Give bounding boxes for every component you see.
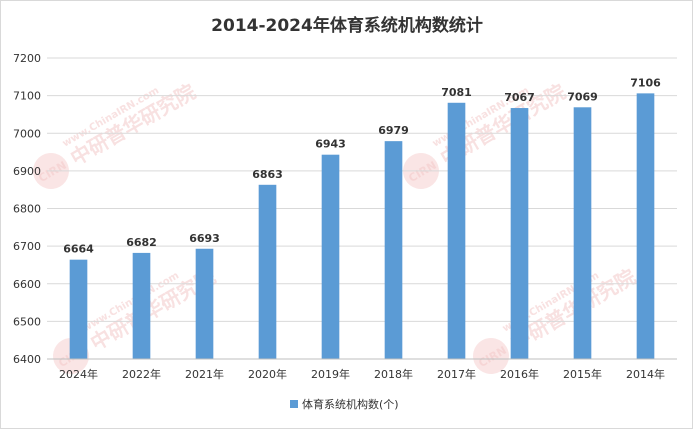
x-tick-label: 2020年 [248, 367, 287, 381]
bar [573, 107, 592, 359]
data-label: 7081 [441, 86, 472, 99]
data-label: 6979 [378, 124, 409, 137]
bar [321, 154, 340, 359]
bar [132, 252, 151, 359]
y-tick-label: 7100 [13, 90, 41, 103]
x-tick-label: 2019年 [311, 367, 350, 381]
legend: 体育系统机构数(个) [290, 397, 399, 411]
gridlines [47, 57, 677, 360]
bar [69, 259, 88, 359]
x-tick-label: 2021年 [185, 367, 224, 381]
y-axis: 6400 6500 6600 6700 6800 6900 7000 7100 7200 [13, 52, 41, 366]
bars [69, 93, 655, 360]
data-label: 7106 [630, 76, 661, 89]
y-tick-label: 7200 [13, 52, 41, 65]
data-label: 6863 [252, 168, 283, 181]
data-label: 7067 [504, 91, 535, 104]
x-axis: 2024年 2022年 2021年 2020年 2019年 2018年 2017年 2016年… [47, 358, 677, 381]
y-tick-label: 7000 [13, 127, 41, 140]
x-tick-label: 2024年 [59, 367, 98, 381]
bar [636, 93, 655, 360]
data-label: 6693 [189, 232, 220, 245]
bar [258, 184, 277, 359]
bar [195, 248, 214, 359]
x-tick-label: 2016年 [500, 367, 539, 381]
watermark-4: CIRN www.ChinaIRN.com 中研普华研究院 [473, 264, 640, 374]
y-tick-label: 6800 [13, 203, 41, 216]
legend-label: 体育系统机构数(个) [302, 397, 399, 411]
y-tick-label: 6500 [13, 315, 41, 328]
data-label: 6943 [315, 138, 346, 151]
y-tick-label: 6600 [13, 278, 41, 291]
x-tick-label: 2015年 [563, 367, 602, 381]
data-label: 6682 [126, 236, 157, 249]
y-tick-label: 6700 [13, 240, 41, 253]
data-label: 7069 [567, 90, 598, 103]
x-tick-label: 2018年 [374, 367, 413, 381]
x-tick-label: 2017年 [437, 367, 476, 381]
x-tick-label: 2022年 [122, 367, 161, 381]
chart-title: 2014-2024年体育系统机构数统计 [211, 15, 483, 36]
data-labels: 6664 6682 6693 6863 6943 6979 7081 7067 7069 7106 [63, 76, 661, 255]
y-tick-label: 6900 [13, 165, 41, 178]
data-label: 6664 [63, 243, 94, 256]
legend-swatch [290, 400, 298, 408]
x-tick-label: 2014年 [626, 367, 665, 381]
y-tick-label: 6400 [13, 353, 41, 366]
bar [447, 102, 466, 360]
bar [510, 108, 529, 359]
bar [384, 141, 403, 359]
